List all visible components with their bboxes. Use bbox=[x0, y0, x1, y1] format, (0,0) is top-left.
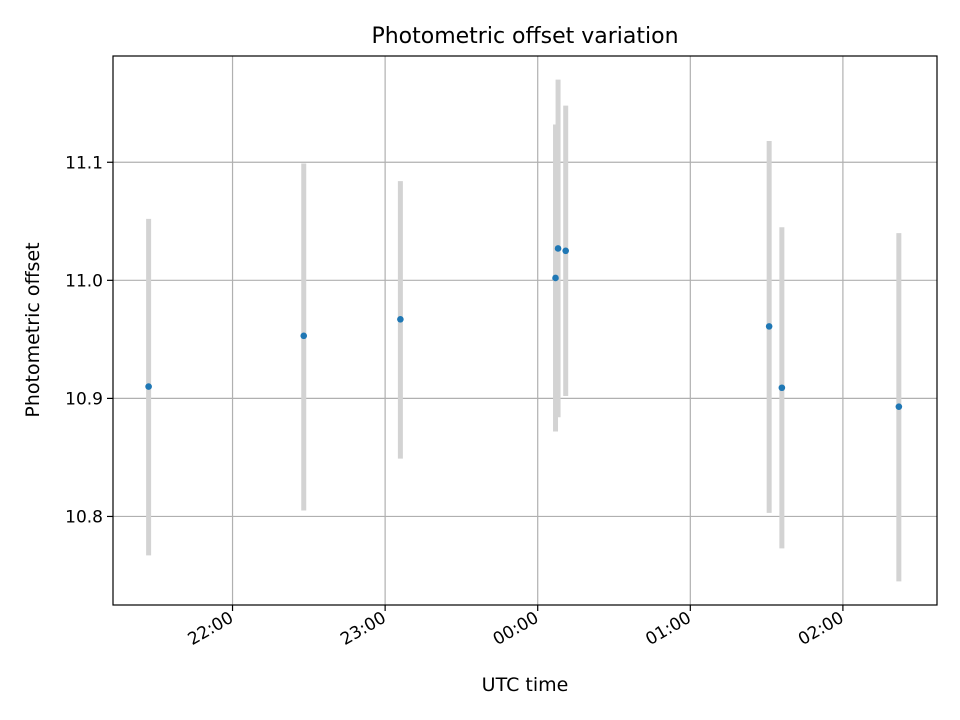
data-point bbox=[765, 323, 773, 330]
data-points bbox=[145, 245, 903, 410]
x-tick-label: 01:00 bbox=[642, 608, 694, 650]
y-tick-label: 11.0 bbox=[65, 271, 103, 291]
data-point bbox=[895, 403, 903, 410]
y-axis-label: Photometric offset bbox=[22, 242, 44, 417]
x-tick-label: 23:00 bbox=[337, 608, 389, 650]
y-tick-label: 10.9 bbox=[65, 389, 103, 409]
data-point bbox=[397, 315, 404, 323]
data-point bbox=[300, 332, 308, 340]
x-tick-label: 00:00 bbox=[490, 608, 542, 650]
x-axis-label: UTC time bbox=[482, 674, 569, 696]
error-bars bbox=[146, 79, 902, 582]
data-point bbox=[552, 274, 559, 282]
data-point bbox=[145, 383, 152, 390]
data-point bbox=[554, 245, 562, 252]
y-tick-label: 11.1 bbox=[65, 153, 103, 173]
grid-lines bbox=[113, 56, 937, 605]
data-point bbox=[562, 247, 569, 255]
y-tick-label: 10.8 bbox=[65, 507, 103, 527]
data-point bbox=[778, 384, 786, 392]
plot-frame bbox=[112, 55, 938, 606]
chart-title: Photometric offset variation bbox=[371, 24, 678, 49]
x-tick-label: 22:00 bbox=[185, 608, 237, 650]
axis-ticks: 22:00 23:00 00:00 01:00 02:00 10.8 10.9 11.0 11.… bbox=[65, 153, 847, 650]
x-tick-label: 02:00 bbox=[795, 608, 847, 650]
